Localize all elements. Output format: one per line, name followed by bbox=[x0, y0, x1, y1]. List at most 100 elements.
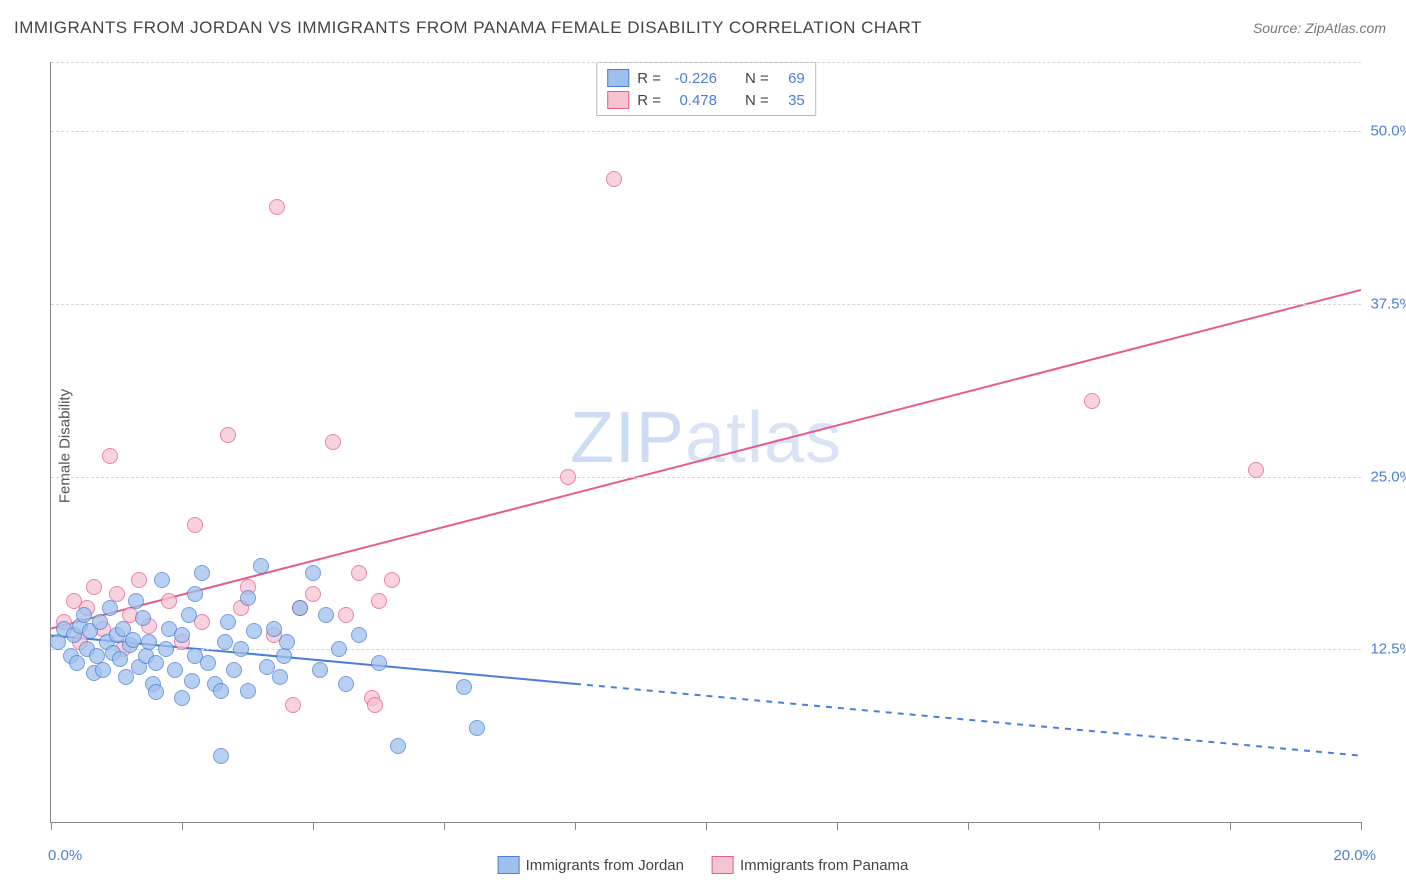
legend-swatch bbox=[498, 856, 520, 874]
jordan-point bbox=[213, 748, 229, 764]
x-tick bbox=[1361, 822, 1362, 830]
jordan-point bbox=[217, 634, 233, 650]
jordan-point bbox=[456, 679, 472, 695]
x-tick bbox=[968, 822, 969, 830]
legend-row: R =-0.226N =69 bbox=[607, 67, 805, 89]
jordan-point bbox=[69, 655, 85, 671]
jordan-point bbox=[240, 590, 256, 606]
gridline bbox=[51, 62, 1361, 63]
jordan-point bbox=[312, 662, 328, 678]
panama-point bbox=[161, 593, 177, 609]
jordan-point bbox=[200, 655, 216, 671]
jordan-point bbox=[272, 669, 288, 685]
source-name: ZipAtlas.com bbox=[1305, 20, 1386, 36]
x-tick bbox=[1230, 822, 1231, 830]
jordan-point bbox=[292, 600, 308, 616]
jordan-point bbox=[141, 634, 157, 650]
panama-point bbox=[187, 517, 203, 533]
jordan-point bbox=[181, 607, 197, 623]
jordan-point bbox=[187, 586, 203, 602]
correlation-legend: R =-0.226N =69R =0.478N =35 bbox=[596, 62, 816, 116]
panama-point bbox=[325, 434, 341, 450]
plot-area: ZIPatlas R =-0.226N =69R =0.478N =35 12.… bbox=[50, 62, 1361, 823]
jordan-point bbox=[50, 634, 66, 650]
jordan-point bbox=[331, 641, 347, 657]
y-tick-label: 12.5% bbox=[1370, 641, 1406, 658]
jordan-point bbox=[220, 614, 236, 630]
panama-point bbox=[560, 469, 576, 485]
panama-point bbox=[86, 579, 102, 595]
trend-lines-layer bbox=[51, 62, 1361, 822]
watermark: ZIPatlas bbox=[570, 397, 842, 479]
panama-point bbox=[384, 572, 400, 588]
jordan-point bbox=[194, 565, 210, 581]
x-tick bbox=[575, 822, 576, 830]
panama-point bbox=[269, 199, 285, 215]
jordan-point bbox=[351, 627, 367, 643]
jordan-point bbox=[390, 738, 406, 754]
jordan-point bbox=[305, 565, 321, 581]
series-legend-label: Immigrants from Panama bbox=[740, 857, 908, 874]
jordan-point bbox=[154, 572, 170, 588]
jordan-point bbox=[128, 593, 144, 609]
gridline bbox=[51, 477, 1361, 478]
jordan-point bbox=[318, 607, 334, 623]
x-tick bbox=[444, 822, 445, 830]
jordan-point bbox=[112, 651, 128, 667]
jordan-point bbox=[148, 655, 164, 671]
watermark-light: atlas bbox=[685, 398, 842, 478]
trend-line bbox=[575, 684, 1361, 756]
series-legend-label: Immigrants from Jordan bbox=[526, 857, 684, 874]
x-max-label: 20.0% bbox=[1333, 847, 1376, 864]
jordan-point bbox=[102, 600, 118, 616]
panama-point bbox=[367, 697, 383, 713]
jordan-point bbox=[246, 623, 262, 639]
trend-line bbox=[51, 290, 1361, 629]
series-legend-item: Immigrants from Panama bbox=[712, 856, 908, 874]
jordan-point bbox=[174, 690, 190, 706]
panama-point bbox=[305, 586, 321, 602]
source-label: Source: bbox=[1253, 20, 1301, 36]
jordan-point bbox=[279, 634, 295, 650]
y-tick-label: 25.0% bbox=[1370, 468, 1406, 485]
x-tick bbox=[182, 822, 183, 830]
panama-point bbox=[1248, 462, 1264, 478]
panama-point bbox=[220, 427, 236, 443]
jordan-point bbox=[276, 648, 292, 664]
x-tick bbox=[313, 822, 314, 830]
panama-point bbox=[131, 572, 147, 588]
panama-point bbox=[371, 593, 387, 609]
jordan-point bbox=[184, 673, 200, 689]
x-tick bbox=[837, 822, 838, 830]
jordan-point bbox=[158, 641, 174, 657]
legend-row: R =0.478N =35 bbox=[607, 89, 805, 111]
x-tick bbox=[706, 822, 707, 830]
x-tick bbox=[51, 822, 52, 830]
gridline bbox=[51, 131, 1361, 132]
jordan-point bbox=[213, 683, 229, 699]
jordan-point bbox=[226, 662, 242, 678]
series-legend-item: Immigrants from Jordan bbox=[498, 856, 684, 874]
panama-point bbox=[606, 171, 622, 187]
panama-point bbox=[1084, 393, 1100, 409]
legend-swatch bbox=[712, 856, 734, 874]
jordan-point bbox=[92, 614, 108, 630]
jordan-point bbox=[469, 720, 485, 736]
jordan-point bbox=[174, 627, 190, 643]
panama-point bbox=[285, 697, 301, 713]
jordan-point bbox=[233, 641, 249, 657]
jordan-point bbox=[240, 683, 256, 699]
jordan-point bbox=[338, 676, 354, 692]
legend-swatch bbox=[607, 91, 629, 109]
y-tick-label: 37.5% bbox=[1370, 295, 1406, 312]
gridline bbox=[51, 304, 1361, 305]
panama-point bbox=[338, 607, 354, 623]
jordan-point bbox=[135, 610, 151, 626]
panama-point bbox=[102, 448, 118, 464]
jordan-point bbox=[148, 684, 164, 700]
x-min-label: 0.0% bbox=[48, 847, 82, 864]
jordan-point bbox=[253, 558, 269, 574]
jordan-point bbox=[76, 607, 92, 623]
chart-title: IMMIGRANTS FROM JORDAN VS IMMIGRANTS FRO… bbox=[14, 18, 922, 38]
watermark-bold: ZIP bbox=[570, 398, 685, 478]
